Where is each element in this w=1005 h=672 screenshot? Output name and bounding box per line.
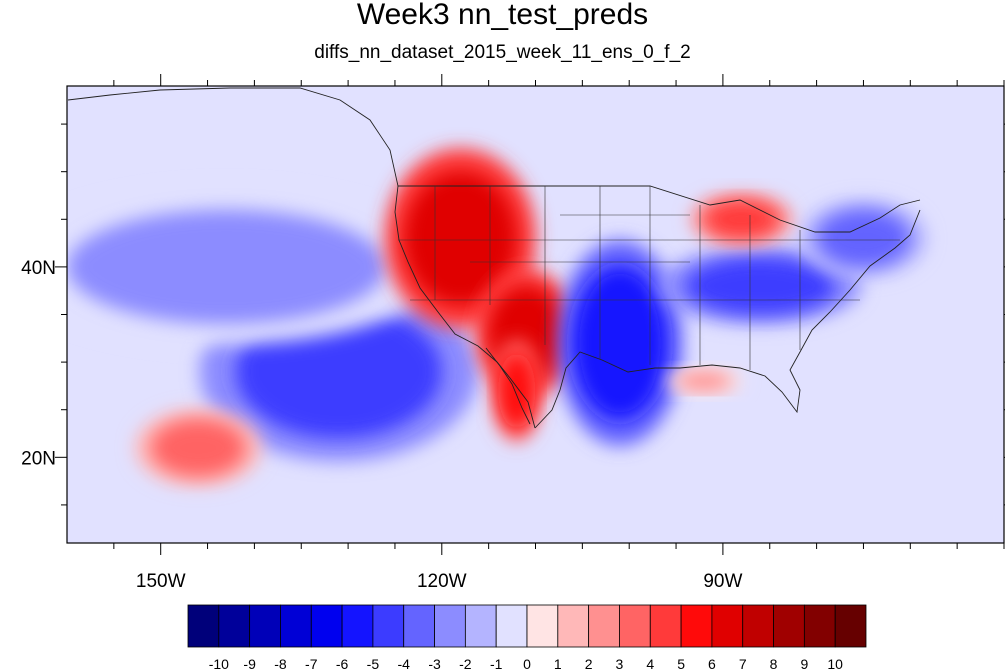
colorbar-swatch bbox=[711, 604, 744, 648]
y-tick-label: 20N bbox=[21, 448, 56, 469]
colorbar-label: 1 bbox=[554, 656, 562, 672]
anomaly-region-ohio-valley-cold bbox=[685, 257, 836, 315]
colorbar-swatch bbox=[742, 604, 774, 648]
colorbar-swatch bbox=[619, 604, 651, 648]
state-borders bbox=[398, 186, 900, 370]
colorbar-label: 3 bbox=[616, 656, 624, 672]
colorbar-swatch bbox=[834, 604, 867, 648]
colorbar-swatch bbox=[526, 604, 559, 648]
x-tick-label: 150W bbox=[136, 571, 186, 592]
colorbar-label: -8 bbox=[274, 656, 287, 672]
colorbar-swatch bbox=[588, 604, 620, 648]
colorbar-swatch bbox=[310, 604, 343, 648]
colorbar-swatch bbox=[434, 604, 466, 648]
colorbar-label: -5 bbox=[367, 656, 380, 672]
colorbar-label: -3 bbox=[428, 656, 441, 672]
anomaly-region-northeast-cold bbox=[816, 209, 911, 267]
colorbar-label: -9 bbox=[243, 656, 256, 672]
anomaly-region-southern-plains-cold bbox=[572, 266, 667, 420]
colorbar-swatch bbox=[773, 604, 805, 648]
colorbar-label: 4 bbox=[646, 656, 654, 672]
chart-subtitle: diffs_nn_dataset_2015_week_11_ens_0_f_2 bbox=[314, 42, 691, 63]
axis-ticks: 150W 120W 90W 40N 20N bbox=[21, 74, 1005, 592]
colorbar-swatch bbox=[680, 604, 713, 648]
anomaly-region-baja-warm bbox=[498, 352, 536, 429]
colorbar-label: 10 bbox=[827, 656, 843, 672]
anomaly-region-gulf-warm bbox=[676, 371, 733, 391]
anomaly-region-west-warm bbox=[404, 171, 517, 305]
anomaly-region-pacific-warm bbox=[151, 419, 246, 477]
colorbar-label: -2 bbox=[459, 656, 472, 672]
colorbar-swatch bbox=[803, 604, 836, 648]
colorbar-label: -10 bbox=[209, 656, 229, 672]
colorbar-label: 8 bbox=[770, 656, 778, 672]
x-tick-label: 120W bbox=[417, 571, 467, 592]
colorbar-swatch bbox=[495, 604, 528, 648]
colorbar-label: 9 bbox=[800, 656, 808, 672]
colorbar-label: 7 bbox=[739, 656, 747, 672]
colorbar-swatch bbox=[649, 604, 682, 648]
colorbar-swatch bbox=[249, 604, 281, 648]
plot-frame bbox=[66, 85, 1005, 544]
colorbar-swatch bbox=[403, 604, 435, 648]
colorbar-label: 2 bbox=[585, 656, 593, 672]
colorbar-label: -6 bbox=[336, 656, 349, 672]
coastline-outline bbox=[67, 87, 921, 429]
colorbar-swatch bbox=[280, 604, 312, 648]
colorbar-swatch bbox=[218, 604, 251, 648]
colorbar-swatch bbox=[372, 604, 405, 648]
colorbar: -10 -9 -8 -7 -6 -5 -4 -3 -2 -1 0 1 2 3 4 5 6 7 8 9 10 bbox=[187, 604, 867, 672]
colorbar-swatch bbox=[341, 604, 374, 648]
anomaly-layer bbox=[67, 148, 927, 487]
anomaly-region-pacific-cold-band bbox=[67, 209, 386, 325]
colorbar-swatch bbox=[557, 604, 590, 648]
anomaly-region-great-lakes-warm bbox=[704, 200, 780, 239]
colorbar-label: 5 bbox=[677, 656, 685, 672]
y-tick-label: 40N bbox=[21, 258, 56, 279]
x-tick-label: 90W bbox=[703, 571, 742, 592]
colorbar-swatch bbox=[464, 604, 497, 648]
colorbar-swatch bbox=[187, 604, 220, 648]
colorbar-label: 6 bbox=[708, 656, 716, 672]
colorbar-label: -1 bbox=[490, 656, 503, 672]
colorbar-label: 0 bbox=[523, 656, 531, 672]
colorbar-label: -4 bbox=[398, 656, 411, 672]
colorbar-label: -7 bbox=[305, 656, 318, 672]
chart-title: Week3 nn_test_preds bbox=[356, 0, 649, 31]
